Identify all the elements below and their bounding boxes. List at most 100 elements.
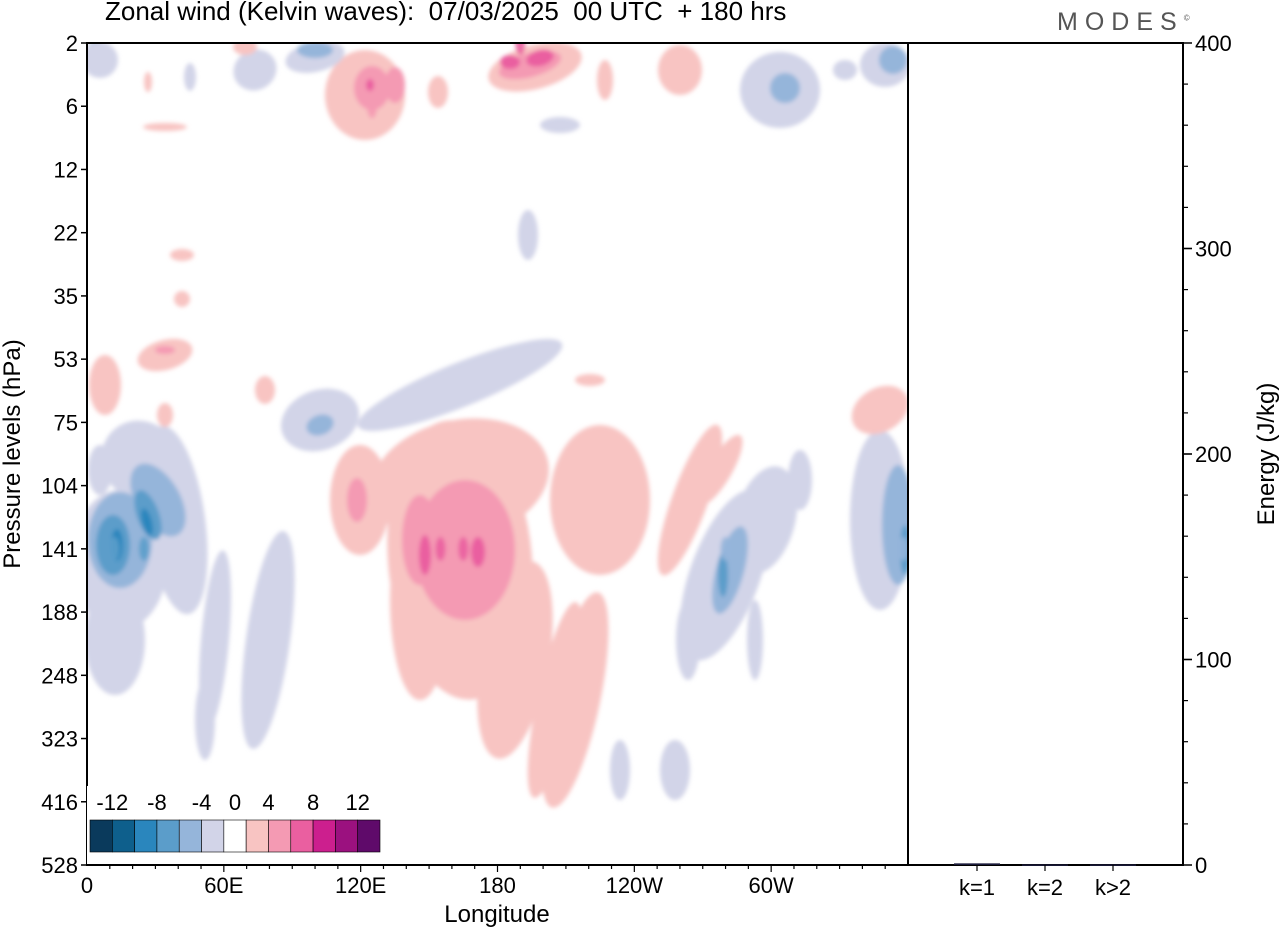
field-extremum — [435, 536, 446, 561]
contour-region — [747, 600, 763, 680]
colorbar-label: -4 — [192, 790, 212, 815]
colorbar-label: 8 — [307, 790, 319, 815]
contour-region — [851, 385, 908, 435]
x-tick-label: 120W — [606, 873, 664, 898]
colorbar-swatch — [335, 819, 358, 853]
energy-tick-label: 400 — [1195, 31, 1232, 56]
brand-logo: MODES© — [1057, 8, 1190, 37]
contour-region — [233, 49, 277, 91]
energy-category-label: k=1 — [959, 875, 995, 900]
y-tick-label: 75 — [54, 410, 78, 435]
y-tick-label: 416 — [41, 790, 78, 815]
y-tick-label: 188 — [41, 600, 78, 625]
brand-mark: © — [1183, 13, 1190, 23]
contour-region — [155, 346, 175, 354]
contour-region — [144, 72, 152, 92]
contour-region — [174, 291, 190, 307]
contour-region — [833, 60, 857, 80]
energy-category-label: k>2 — [1095, 875, 1131, 900]
contour-region — [157, 403, 173, 427]
heatmap-field — [87, 43, 908, 808]
contour-region — [137, 338, 193, 372]
contour-region — [597, 60, 613, 100]
energy-category-label: k=2 — [1027, 875, 1063, 900]
contour-region — [366, 79, 374, 91]
field-extremum — [898, 536, 908, 561]
contour-region — [658, 45, 702, 95]
field-extremum — [139, 536, 150, 561]
colorbar-swatch — [201, 819, 225, 853]
y-tick-label: 104 — [41, 474, 78, 499]
y-tick-label: 12 — [54, 157, 78, 182]
x-tick-label: 60W — [749, 873, 794, 898]
contour-region — [676, 600, 700, 680]
contour-region — [385, 67, 405, 103]
contour-region — [143, 123, 187, 131]
contour-region — [297, 43, 333, 58]
colorbar-swatch — [357, 819, 381, 853]
colorbar: -12 -8 -4 0 4 8 12 — [87, 786, 387, 864]
contour-region — [419, 535, 431, 575]
contour-region — [347, 478, 367, 522]
colorbar-swatch — [112, 819, 135, 853]
contour-region — [541, 592, 609, 808]
x-tick-label: 120E — [335, 873, 386, 898]
contour-region — [660, 740, 690, 800]
contour-region — [471, 537, 485, 567]
y-tick-label: 141 — [41, 537, 78, 562]
field-extremum — [458, 536, 469, 561]
colorbar-label: -12 — [96, 790, 128, 815]
colorbar-label: 0 — [229, 790, 241, 815]
colorbar-label: 12 — [345, 790, 369, 815]
contour-region — [518, 210, 538, 260]
contour-region — [657, 424, 723, 576]
colorbar-label: 4 — [262, 790, 274, 815]
contour-region — [255, 376, 275, 404]
contour-region — [575, 374, 605, 386]
energy-frame — [907, 42, 1184, 866]
contour-region — [357, 339, 563, 431]
colorbar-label: -8 — [147, 790, 167, 815]
field-extremum — [367, 94, 378, 119]
energy-tick-label: 100 — [1195, 648, 1232, 673]
brand-name: MODES — [1057, 8, 1184, 36]
contour-region — [697, 434, 743, 506]
field-extremum — [720, 536, 731, 561]
y-axis-label: Pressure levels (hPa) — [0, 339, 26, 568]
y-tick-label: 323 — [41, 727, 78, 752]
colorbar-swatch — [156, 819, 180, 853]
y-tick-label: 6 — [66, 94, 78, 119]
colorbar-swatch — [134, 819, 158, 853]
contour-region — [477, 561, 553, 759]
contour-region — [402, 495, 438, 585]
energy-bar-chart: 0 100 200 300 400 k=1 k=2 k>2 Energy (J/kg) — [907, 31, 1280, 900]
contour-region — [770, 73, 800, 103]
contour-region — [233, 43, 257, 55]
y-tick-label: 2 — [66, 31, 78, 56]
contour-region — [428, 76, 448, 108]
energy-tick-label: 300 — [1195, 237, 1232, 262]
contour-region — [732, 466, 798, 574]
x-tick-label: 60E — [204, 873, 243, 898]
y-tick-label: 248 — [41, 663, 78, 688]
y-tick-label: 528 — [41, 853, 78, 878]
contour-region — [170, 249, 194, 261]
chart-title: Zonal wind (Kelvin waves): 07/03/2025 00… — [105, 0, 787, 26]
field-extremum — [515, 43, 526, 55]
y-tick-label: 35 — [54, 284, 78, 309]
colorbar-swatch — [89, 819, 113, 853]
energy-tick-label: 0 — [1195, 853, 1207, 878]
colorbar-swatch — [290, 819, 314, 853]
field-extremum — [109, 536, 120, 561]
contour-region — [526, 49, 554, 67]
contour-region — [87, 43, 118, 78]
energy-tick-label: 200 — [1195, 442, 1232, 467]
contour-region — [89, 355, 121, 415]
contour-region — [241, 531, 295, 749]
x-tick-label: 0 — [81, 873, 93, 898]
contour-region — [788, 450, 812, 510]
x-axis-label: Longitude — [444, 901, 549, 928]
contour-region — [184, 63, 196, 91]
